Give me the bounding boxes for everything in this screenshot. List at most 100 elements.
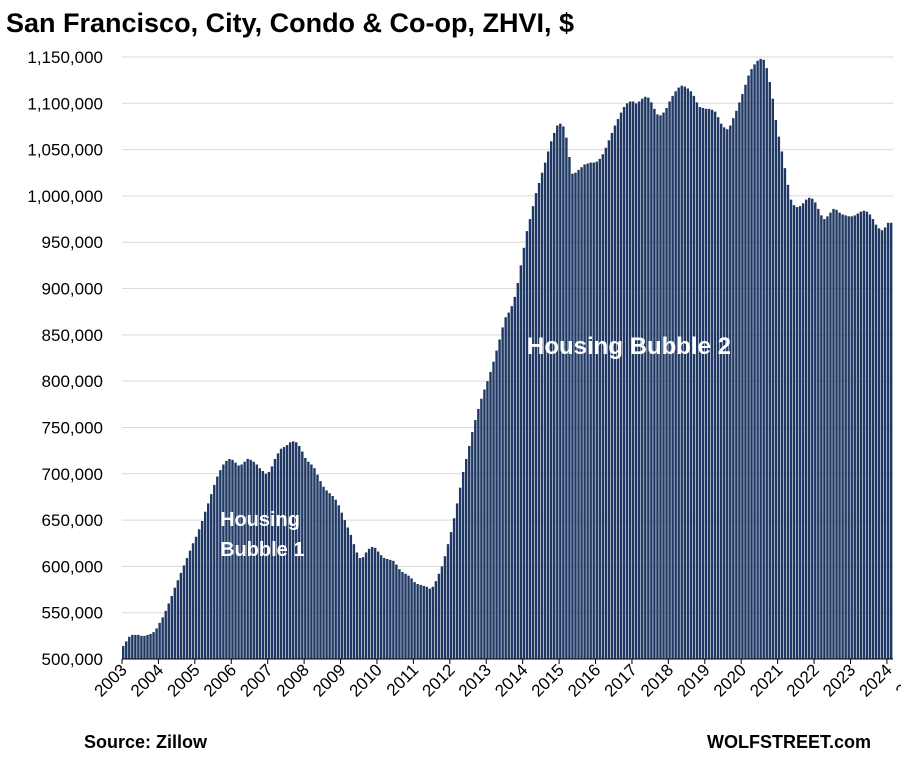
x-tick-label: 2009 bbox=[309, 660, 349, 700]
bar bbox=[267, 471, 271, 659]
y-tick-label: 1,100,000 bbox=[27, 94, 103, 113]
bar bbox=[656, 114, 659, 660]
source-note: Source: Zillow bbox=[84, 732, 208, 752]
bar bbox=[386, 558, 389, 659]
bar bbox=[389, 559, 392, 659]
bar bbox=[249, 459, 252, 659]
bar bbox=[659, 115, 662, 660]
bar bbox=[634, 103, 638, 659]
bar bbox=[458, 487, 462, 659]
bar bbox=[765, 68, 768, 660]
bar bbox=[789, 199, 793, 659]
bar bbox=[434, 581, 438, 659]
bar bbox=[489, 371, 492, 659]
bar bbox=[234, 462, 237, 659]
bar bbox=[228, 458, 231, 659]
x-tick-label: 2018 bbox=[637, 660, 677, 700]
bar bbox=[367, 548, 371, 659]
x-tick-label: 2019 bbox=[673, 660, 713, 700]
bar bbox=[798, 206, 802, 660]
bar bbox=[203, 511, 207, 659]
bar bbox=[231, 459, 234, 659]
x-tick-label: 2025 bbox=[892, 660, 901, 700]
bar bbox=[431, 586, 435, 659]
bar bbox=[756, 60, 759, 659]
bar bbox=[373, 547, 377, 659]
bar bbox=[213, 484, 216, 659]
bar bbox=[392, 560, 395, 659]
y-tick-label: 550,000 bbox=[42, 604, 103, 623]
bar bbox=[492, 361, 495, 659]
y-tick-label: 900,000 bbox=[42, 280, 103, 299]
bar bbox=[592, 162, 595, 659]
bar bbox=[786, 184, 790, 659]
bar bbox=[771, 98, 775, 660]
bar bbox=[537, 182, 541, 659]
bar bbox=[607, 140, 611, 660]
bar bbox=[216, 476, 219, 659]
bar bbox=[662, 112, 665, 659]
bar bbox=[237, 465, 240, 659]
bar bbox=[650, 102, 653, 659]
bar bbox=[701, 107, 705, 659]
bar bbox=[804, 199, 808, 659]
bar bbox=[716, 117, 720, 659]
bar bbox=[188, 550, 192, 659]
bar bbox=[668, 101, 671, 659]
bar bbox=[465, 458, 468, 659]
bar bbox=[422, 585, 425, 659]
bar bbox=[346, 527, 350, 659]
bar bbox=[883, 227, 887, 659]
bar bbox=[295, 442, 298, 659]
bar bbox=[631, 101, 635, 659]
x-tick-label: 2007 bbox=[236, 660, 276, 700]
bar bbox=[641, 98, 644, 660]
bar bbox=[404, 573, 407, 659]
bar bbox=[826, 216, 829, 660]
bar bbox=[219, 470, 222, 659]
y-tick-label: 700,000 bbox=[42, 465, 103, 484]
bar bbox=[331, 496, 334, 659]
bar bbox=[413, 582, 416, 659]
bar bbox=[735, 110, 738, 660]
bar bbox=[647, 97, 650, 659]
bar bbox=[401, 571, 404, 659]
bar bbox=[425, 586, 428, 659]
y-tick-label: 600,000 bbox=[42, 557, 103, 576]
bar bbox=[343, 520, 347, 659]
bar bbox=[376, 551, 380, 659]
bar bbox=[349, 534, 353, 659]
bar bbox=[680, 85, 683, 659]
x-tick-label: 2016 bbox=[564, 660, 604, 700]
bar bbox=[191, 543, 195, 659]
bar bbox=[285, 445, 289, 659]
bar bbox=[783, 168, 787, 659]
bar bbox=[674, 91, 677, 659]
bar bbox=[665, 107, 668, 659]
bar bbox=[604, 147, 608, 659]
bar bbox=[461, 471, 465, 659]
bar bbox=[829, 212, 832, 659]
bar bbox=[328, 493, 331, 659]
bar bbox=[240, 464, 243, 659]
bar bbox=[808, 197, 811, 659]
bar bbox=[176, 580, 180, 659]
bar bbox=[152, 632, 155, 659]
x-tick-label: 2022 bbox=[783, 660, 823, 700]
bar bbox=[149, 633, 152, 659]
bar bbox=[817, 208, 820, 659]
bar bbox=[792, 205, 796, 659]
bar bbox=[747, 75, 750, 659]
y-tick-label: 850,000 bbox=[42, 326, 103, 345]
bar bbox=[446, 544, 450, 659]
bar bbox=[713, 111, 717, 659]
y-tick-label: 750,000 bbox=[42, 418, 103, 437]
x-tick-label: 2013 bbox=[455, 660, 495, 700]
bar bbox=[449, 532, 453, 659]
bar bbox=[197, 529, 201, 659]
bar bbox=[358, 558, 362, 659]
bar bbox=[313, 468, 316, 659]
x-tick-label: 2010 bbox=[346, 660, 386, 700]
annotation-bubble-2: Housing Bubble 2 bbox=[527, 333, 731, 360]
x-tick-label: 2012 bbox=[418, 660, 458, 700]
